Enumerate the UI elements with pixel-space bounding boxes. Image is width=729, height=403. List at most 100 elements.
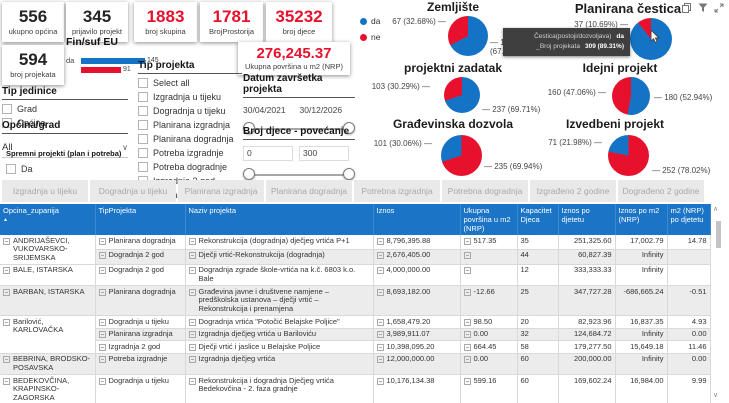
iznos_po_m2-cell[interactable]: Infinity: [615, 249, 668, 265]
municipality-cell[interactable]: ANDRIJAŠEVCI, VUKOVARSKO-SRIJEMSKA: [0, 235, 96, 265]
tip-cell[interactable]: Dogradnja u tijeku: [95, 315, 186, 329]
bar[interactable]: [81, 57, 145, 64]
nav-button[interactable]: Planirana dogradnja: [266, 180, 352, 202]
tip-projekta-option[interactable]: Dogradnja u tijeku: [138, 106, 242, 116]
collapse-icon[interactable]: [188, 237, 196, 245]
tip-cell[interactable]: Potreba izgradnje: [95, 353, 186, 376]
iznos-cell[interactable]: 2,676,405.00: [373, 249, 461, 265]
datum-slider-handle-left[interactable]: [243, 122, 255, 134]
broj-djece-min-field[interactable]: 0: [243, 146, 293, 161]
column-header[interactable]: Ukupna površina u m2 (NRP): [460, 204, 518, 235]
column-header[interactable]: Naziv projekta: [185, 204, 374, 235]
naziv-cell[interactable]: Građevina javne i društvene namjene – pr…: [185, 285, 374, 316]
checkbox[interactable]: [138, 78, 148, 88]
kapacitet-cell[interactable]: 60: [517, 353, 559, 376]
m2_po_djetetu-cell[interactable]: 0.00: [667, 353, 711, 376]
tip-cell[interactable]: Planirana dogradnja: [95, 235, 186, 250]
iznos_po_m2-cell[interactable]: Infinity: [615, 264, 668, 287]
copy-icon[interactable]: [681, 2, 692, 13]
m2_po_djetetu-cell[interactable]: 14.78: [667, 235, 711, 250]
checkbox[interactable]: [2, 104, 12, 114]
tip-projekta-option[interactable]: Planirana dogradnja: [138, 134, 242, 144]
collapse-icon[interactable]: [98, 252, 106, 260]
iznos_po_djetetu-cell[interactable]: 169,602.24: [558, 374, 616, 403]
collapse-icon[interactable]: [3, 267, 10, 275]
collapse-icon[interactable]: [188, 331, 196, 339]
checkbox[interactable]: [138, 92, 148, 102]
nav-button[interactable]: Potrebna dogradnja: [442, 180, 528, 202]
collapse-icon[interactable]: [463, 318, 471, 326]
m2_po_djetetu-cell[interactable]: -0.51: [667, 285, 711, 316]
collapse-icon[interactable]: [98, 343, 106, 351]
tip-projekta-option[interactable]: Potreba izgradnje: [138, 148, 242, 158]
naziv-cell[interactable]: Dječji vrtić i jaslice u Belajske Poljic…: [185, 340, 374, 354]
iznos_po_djetetu-cell[interactable]: 347,727.28: [558, 285, 616, 316]
iznos_po_m2-cell[interactable]: -686,665.24: [615, 285, 668, 316]
municipality-cell[interactable]: BEDEKOVČINA, KRAPINSKO-ZAGORSKA: [0, 374, 96, 403]
collapse-icon[interactable]: [3, 377, 10, 385]
collapse-icon[interactable]: [376, 288, 384, 296]
collapse-icon[interactable]: [376, 237, 384, 245]
scroll-up-arrow[interactable]: ∧: [713, 206, 719, 213]
focus-mode-icon[interactable]: [713, 2, 724, 13]
naziv-cell[interactable]: Dogradnja vrtića "Potočić Belajske Polji…: [185, 315, 374, 329]
nav-button[interactable]: Potrebna izgradnja: [354, 180, 440, 202]
m2_po_djetetu-cell[interactable]: [667, 249, 711, 265]
kapacitet-cell[interactable]: 12: [517, 264, 559, 287]
broj-djece-slider-handle-left[interactable]: [243, 168, 255, 180]
iznos_po_m2-cell[interactable]: Infinity: [615, 328, 668, 342]
povrsina-cell[interactable]: 664.45: [460, 340, 518, 354]
kapacitet-cell[interactable]: 58: [517, 340, 559, 354]
collapse-icon[interactable]: [463, 288, 471, 296]
collapse-icon[interactable]: [188, 252, 196, 260]
broj-djece-max-field[interactable]: 300: [299, 146, 349, 161]
naziv-cell[interactable]: Izgradnja dječjeg vrtića: [185, 353, 374, 376]
pie-chart[interactable]: [441, 135, 482, 176]
iznos-cell[interactable]: 1,658,479.20: [373, 315, 461, 329]
collapse-icon[interactable]: [376, 318, 384, 326]
datum-start-field[interactable]: 30/04/2021: [243, 105, 286, 115]
m2_po_djetetu-cell[interactable]: 9.99: [667, 374, 711, 403]
nav-button[interactable]: Planirana izgradnja: [178, 180, 264, 202]
tip-projekta-option[interactable]: Potreba dogradnje: [138, 162, 242, 172]
collapse-icon[interactable]: [98, 267, 106, 275]
povrsina-cell[interactable]: 98.50: [460, 315, 518, 329]
collapse-icon[interactable]: [463, 343, 471, 351]
spremni-option[interactable]: Da: [6, 164, 128, 174]
collapse-icon[interactable]: [188, 267, 196, 275]
collapse-icon[interactable]: [188, 318, 196, 326]
nav-button[interactable]: Dograđeno 2 godine: [618, 180, 704, 202]
municipality-cell[interactable]: Barilović, KARLOVAČKA: [0, 315, 96, 354]
tip-cell[interactable]: Planirana dogradnja: [95, 285, 186, 316]
chevron-down-icon[interactable]: ∨: [122, 143, 128, 152]
tip-jedinice-option[interactable]: Grad: [2, 104, 128, 114]
povrsina-cell[interactable]: [460, 249, 518, 265]
collapse-icon[interactable]: [376, 252, 384, 260]
collapse-icon[interactable]: [188, 356, 196, 364]
checkbox[interactable]: [2, 118, 12, 128]
scrollbar-thumb[interactable]: [716, 221, 721, 248]
tip-cell[interactable]: Izgradnja 2 god: [95, 340, 186, 354]
iznos-cell[interactable]: 10,398,095.20: [373, 340, 461, 354]
column-header[interactable]: m2 (NRP) po djetetu: [667, 204, 711, 235]
iznos-cell[interactable]: 10,176,134.38: [373, 374, 461, 403]
iznos_po_djetetu-cell[interactable]: 333,333.33: [558, 264, 616, 287]
tip-projekta-option[interactable]: Select all: [138, 78, 242, 88]
tip-jedinice-option[interactable]: Općina: [2, 118, 128, 128]
pie-chart[interactable]: [612, 77, 650, 115]
column-header[interactable]: TipProjekta: [95, 204, 186, 235]
column-header[interactable]: Opcina_zupanija ▲: [0, 204, 96, 235]
iznos-cell[interactable]: 8,796,395.88: [373, 235, 461, 250]
naziv-cell[interactable]: Rekonstrukcija i dogradnja Dječjeg vrtić…: [185, 374, 374, 403]
opcina-grad-dropdown[interactable]: All ∨: [2, 142, 128, 158]
povrsina-cell[interactable]: -12.66: [460, 285, 518, 316]
collapse-icon[interactable]: [98, 237, 106, 245]
pie-chart[interactable]: [444, 77, 480, 113]
tip-cell[interactable]: Dogradnja 2 god: [95, 249, 186, 265]
tip-projekta-option[interactable]: Izgradnja u tijeku: [138, 92, 242, 102]
kapacitet-cell[interactable]: 44: [517, 249, 559, 265]
collapse-icon[interactable]: [98, 356, 106, 364]
collapse-icon[interactable]: [3, 318, 10, 326]
scroll-down-arrow[interactable]: ∨: [713, 392, 719, 399]
collapse-icon[interactable]: [188, 288, 196, 296]
